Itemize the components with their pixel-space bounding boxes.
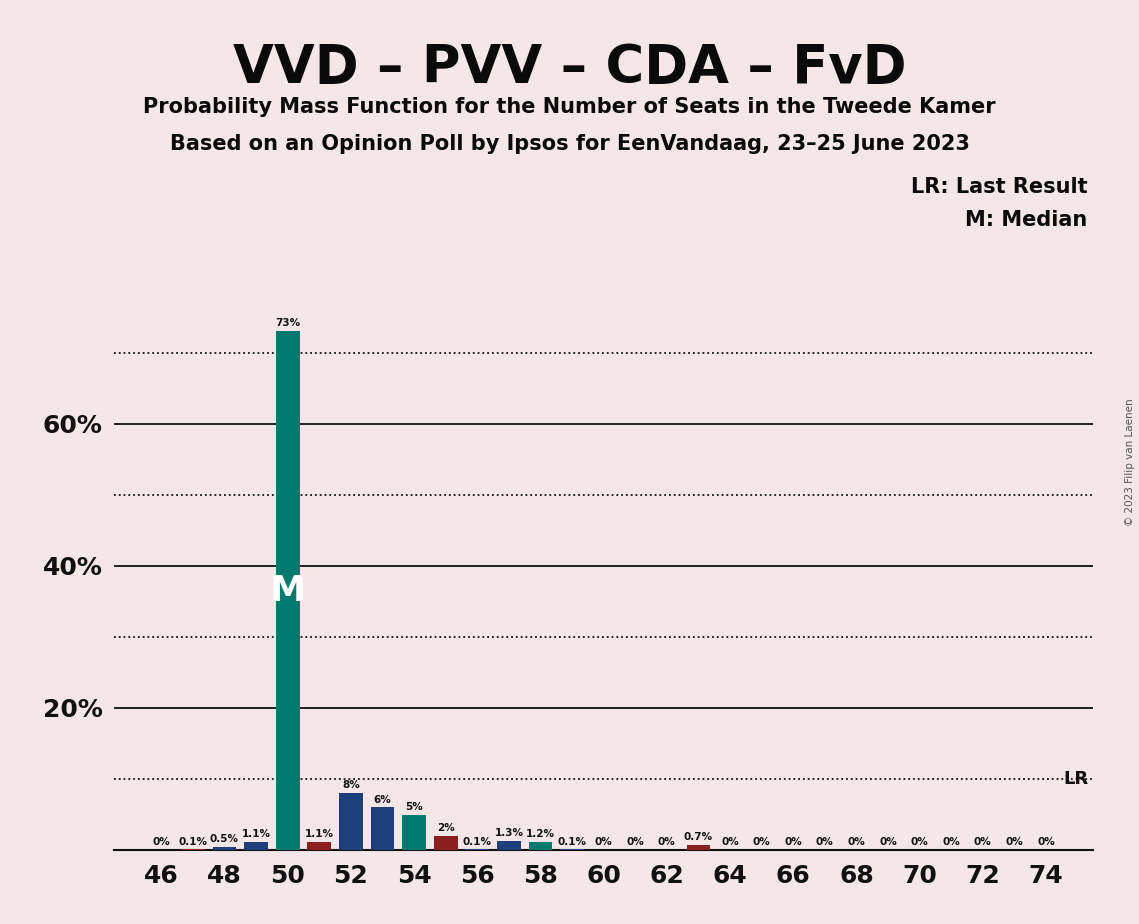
Text: 0%: 0%	[1006, 837, 1023, 847]
Text: 0%: 0%	[753, 837, 771, 847]
Text: M: Median: M: Median	[966, 210, 1088, 230]
Text: LR: LR	[1064, 770, 1089, 788]
Bar	[276, 331, 300, 850]
Text: 0%: 0%	[153, 837, 170, 847]
Text: 1.3%: 1.3%	[494, 828, 524, 838]
Text: Probability Mass Function for the Number of Seats in the Tweede Kamer: Probability Mass Function for the Number…	[144, 97, 995, 117]
Text: 1.2%: 1.2%	[526, 829, 555, 839]
Text: 0%: 0%	[974, 837, 992, 847]
Text: M: M	[270, 574, 305, 608]
Bar	[497, 841, 521, 850]
Text: VVD – PVV – CDA – FvD: VVD – PVV – CDA – FvD	[232, 42, 907, 93]
Text: 73%: 73%	[276, 319, 301, 328]
Text: 8%: 8%	[342, 781, 360, 790]
Text: 0%: 0%	[911, 837, 928, 847]
Text: 6%: 6%	[374, 795, 392, 805]
Bar	[528, 842, 552, 850]
Text: 0%: 0%	[595, 837, 613, 847]
Text: 1.1%: 1.1%	[241, 830, 271, 839]
Text: 0%: 0%	[626, 837, 645, 847]
Text: 0.1%: 0.1%	[179, 836, 207, 846]
Text: 0.1%: 0.1%	[462, 836, 492, 846]
Bar	[339, 793, 362, 850]
Text: 0.5%: 0.5%	[210, 833, 239, 844]
Text: 0.7%: 0.7%	[683, 833, 713, 843]
Text: Based on an Opinion Poll by Ipsos for EenVandaag, 23–25 June 2023: Based on an Opinion Poll by Ipsos for Ee…	[170, 134, 969, 154]
Text: © 2023 Filip van Laenen: © 2023 Filip van Laenen	[1125, 398, 1134, 526]
Bar	[213, 846, 237, 850]
Text: 0%: 0%	[721, 837, 739, 847]
Text: 0%: 0%	[879, 837, 896, 847]
Text: 0%: 0%	[942, 837, 960, 847]
Bar	[370, 808, 394, 850]
Text: 0%: 0%	[847, 837, 866, 847]
Bar	[687, 845, 711, 850]
Text: 0%: 0%	[1038, 837, 1055, 847]
Text: 0.1%: 0.1%	[558, 836, 587, 846]
Text: 2%: 2%	[436, 823, 454, 833]
Text: LR: Last Result: LR: Last Result	[911, 177, 1088, 198]
Bar	[402, 815, 426, 850]
Text: 0%: 0%	[785, 837, 802, 847]
Text: 5%: 5%	[405, 802, 423, 811]
Bar	[244, 843, 268, 850]
Bar	[434, 836, 458, 850]
Text: 0%: 0%	[658, 837, 675, 847]
Bar	[308, 843, 331, 850]
Text: 1.1%: 1.1%	[305, 830, 334, 839]
Text: 0%: 0%	[816, 837, 834, 847]
